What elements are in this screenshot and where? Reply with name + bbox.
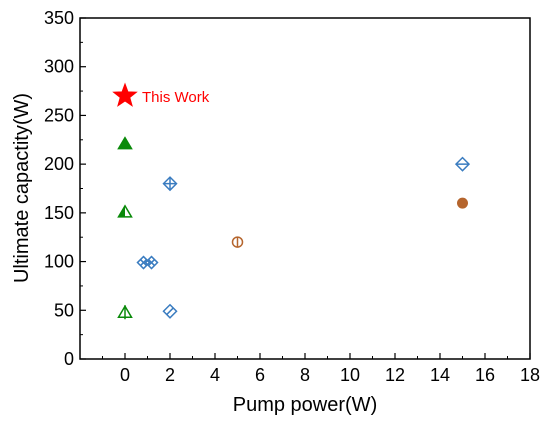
x-tick-label: 16 [475,365,495,385]
data-point-star [112,82,138,107]
y-tick-label: 50 [54,300,74,320]
x-tick-label: 6 [255,365,265,385]
data-point-diamond-x [136,255,159,270]
data-point-triangle-half [117,204,133,218]
x-tick-label: 12 [385,365,405,385]
y-tick-label: 300 [44,57,74,77]
data-point-diamond-line [454,156,471,172]
data-point-circle-filled [457,197,468,209]
y-tick-labels: 0 50 100 150 200 250 300 350 [44,8,74,369]
y-tick-label: 100 [44,252,74,272]
plot-frame [79,17,531,360]
data-point-triangle-line [117,304,133,320]
x-tick-label: 0 [120,365,130,385]
y-tick-label: 150 [44,203,74,223]
x-tick-label: 14 [430,365,450,385]
y-tick-label: 350 [44,8,74,28]
axis-ticks [80,17,531,360]
y-tick-label: 250 [44,105,74,125]
data-point-circle-line [231,236,244,248]
point-annotations: This Work [142,89,210,106]
y-axis-title: Ultimate capactity(W) [11,93,33,283]
x-tick-labels: 0 2 4 6 8 10 12 14 16 18 [120,365,540,385]
x-tick-label: 4 [210,365,220,385]
data-points [112,82,471,320]
x-tick-label: 18 [520,365,540,385]
x-tick-label: 2 [165,365,175,385]
x-tick-label: 10 [340,365,360,385]
x-axis-title: Pump power(W) [233,394,377,416]
y-tick-label: 200 [44,154,74,174]
data-point-triangle-filled [117,136,133,150]
annotation-label: This Work [142,89,210,106]
x-tick-label: 8 [300,365,310,385]
y-tick-label: 0 [64,349,74,369]
data-point-diamond-half [162,303,178,319]
data-point-diamond-plus [162,176,178,192]
